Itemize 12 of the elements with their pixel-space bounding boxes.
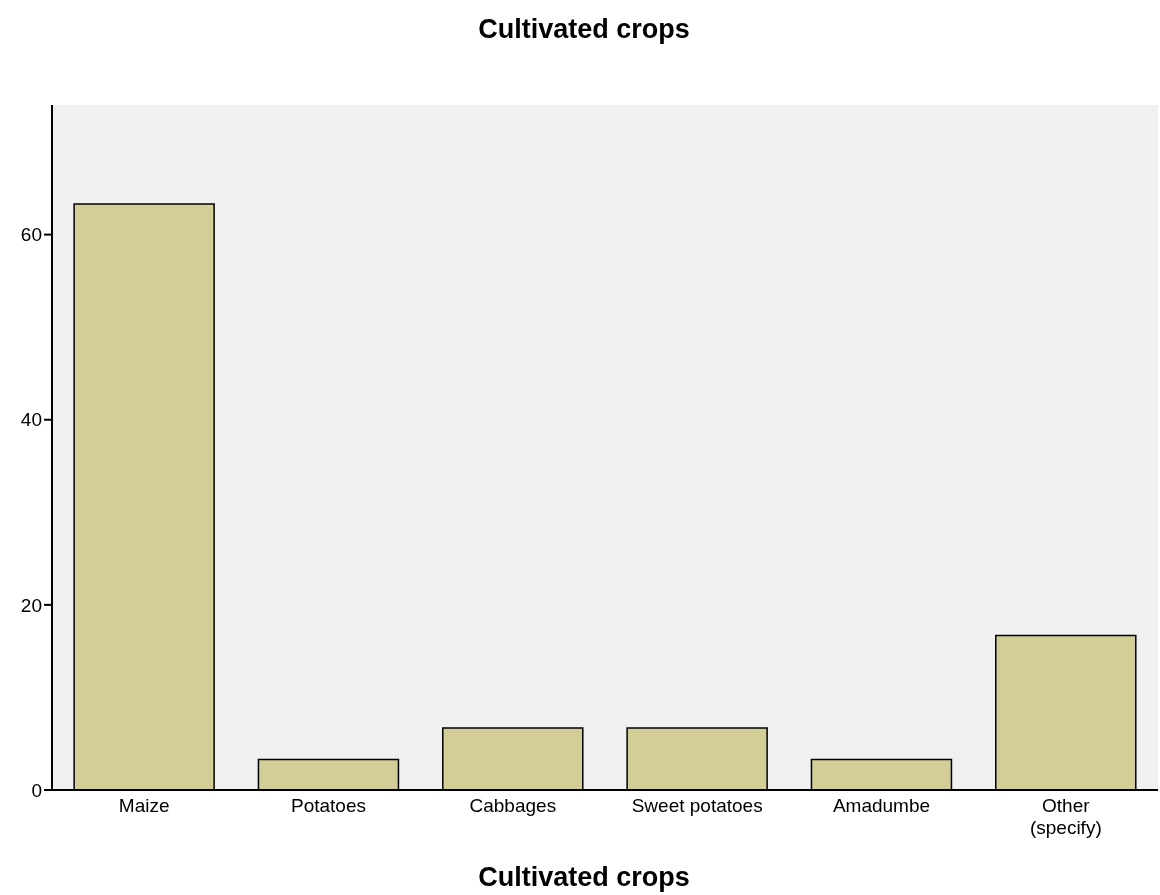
x-tick-label: Other (specify): [1029, 795, 1102, 838]
x-tick-label: Maize: [118, 795, 170, 816]
x-axis-title: Cultivated crops: [477, 862, 691, 893]
x-tick-label: Potatoes: [291, 795, 366, 816]
y-tick-label: 0: [31, 779, 42, 801]
x-tick-label: Amadumbe: [832, 795, 931, 816]
y-tick-label: 20: [20, 594, 42, 616]
y-tick-label: 40: [20, 409, 42, 431]
y-tick-label: 60: [20, 224, 42, 246]
chart-title: Cultivated crops: [477, 14, 691, 45]
x-tick-label: Sweet potatoes: [631, 795, 763, 816]
x-tick-label: Cabbages: [469, 795, 557, 816]
